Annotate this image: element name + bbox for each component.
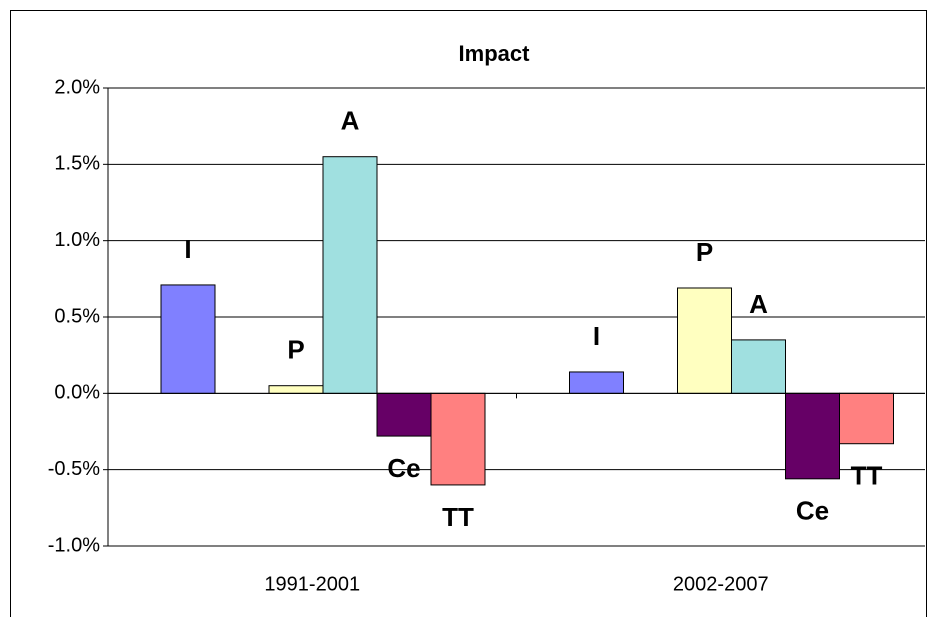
y-tick-label: 0.5% <box>54 305 100 327</box>
bar <box>785 392 840 480</box>
bar <box>569 371 624 394</box>
data-label: I <box>593 321 600 351</box>
bar <box>430 392 486 486</box>
x-tick-label: 1991-2001 <box>264 573 360 595</box>
y-tick-label: -1.0% <box>48 534 100 556</box>
data-label: TT <box>851 461 883 491</box>
bar <box>322 156 378 394</box>
data-label: A <box>341 106 360 136</box>
data-label: Ce <box>796 496 829 526</box>
y-tick-label: -0.5% <box>48 458 100 480</box>
bar <box>268 385 324 394</box>
y-tick-label: 1.0% <box>54 229 100 251</box>
bar <box>839 392 894 445</box>
data-label: P <box>287 335 304 365</box>
y-tick-label: 1.5% <box>54 153 100 175</box>
data-label: P <box>696 237 713 267</box>
bar <box>677 287 732 394</box>
data-label: A <box>749 289 768 319</box>
bar <box>376 392 432 437</box>
bar <box>731 339 786 394</box>
y-tick-label: 2.0% <box>54 76 100 98</box>
y-tick-label: 0.0% <box>54 382 100 404</box>
data-label: I <box>184 234 191 264</box>
chart-title: Impact <box>459 41 531 66</box>
data-label: Ce <box>387 453 420 483</box>
bar <box>160 284 216 394</box>
data-label: TT <box>442 502 474 532</box>
x-tick-label: 2002-2007 <box>673 573 769 595</box>
frame <box>10 10 927 617</box>
